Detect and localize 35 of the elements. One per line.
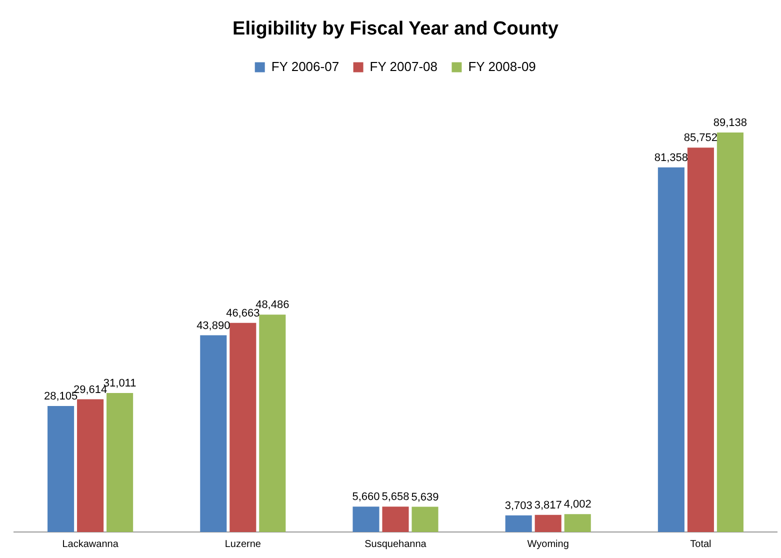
data-label: 46,663 — [226, 307, 260, 320]
data-label: 81,358 — [654, 152, 688, 164]
data-label: 3,817 — [534, 499, 562, 512]
bar — [505, 515, 532, 532]
bar — [687, 148, 714, 532]
x-tick-label: Lackawanna — [62, 538, 119, 550]
bar — [77, 399, 104, 532]
bar — [230, 322, 256, 532]
data-label: 3,703 — [504, 500, 532, 512]
x-tick-label: Susquehanna — [364, 538, 427, 550]
bar — [534, 514, 562, 532]
bar — [658, 167, 684, 532]
data-label: 4,002 — [564, 498, 592, 511]
bar — [200, 335, 227, 532]
x-tick-label: Wyoming — [527, 538, 569, 550]
legend-label: FY 2007-08 — [370, 58, 438, 74]
bar — [259, 314, 286, 532]
bar — [716, 132, 744, 532]
bar — [382, 506, 409, 532]
data-label: 5,639 — [411, 491, 439, 504]
data-label: 43,890 — [196, 320, 230, 332]
x-tick-label: Luzerne — [224, 538, 262, 550]
data-label: 89,138 — [713, 117, 748, 130]
legend-label: FY 2008-09 — [468, 58, 536, 74]
bar — [352, 506, 380, 532]
x-tick-label: Total — [690, 538, 712, 550]
bar — [412, 506, 438, 532]
bar — [106, 393, 134, 532]
chart-title: Eligibility by Fiscal Year and County — [232, 18, 559, 40]
bar — [564, 514, 591, 532]
data-label: 5,660 — [352, 491, 380, 504]
data-label: 5,658 — [382, 491, 410, 504]
data-label: 85,752 — [684, 132, 718, 144]
legend-label: FY 2006-07 — [271, 58, 340, 74]
bar — [48, 406, 74, 532]
